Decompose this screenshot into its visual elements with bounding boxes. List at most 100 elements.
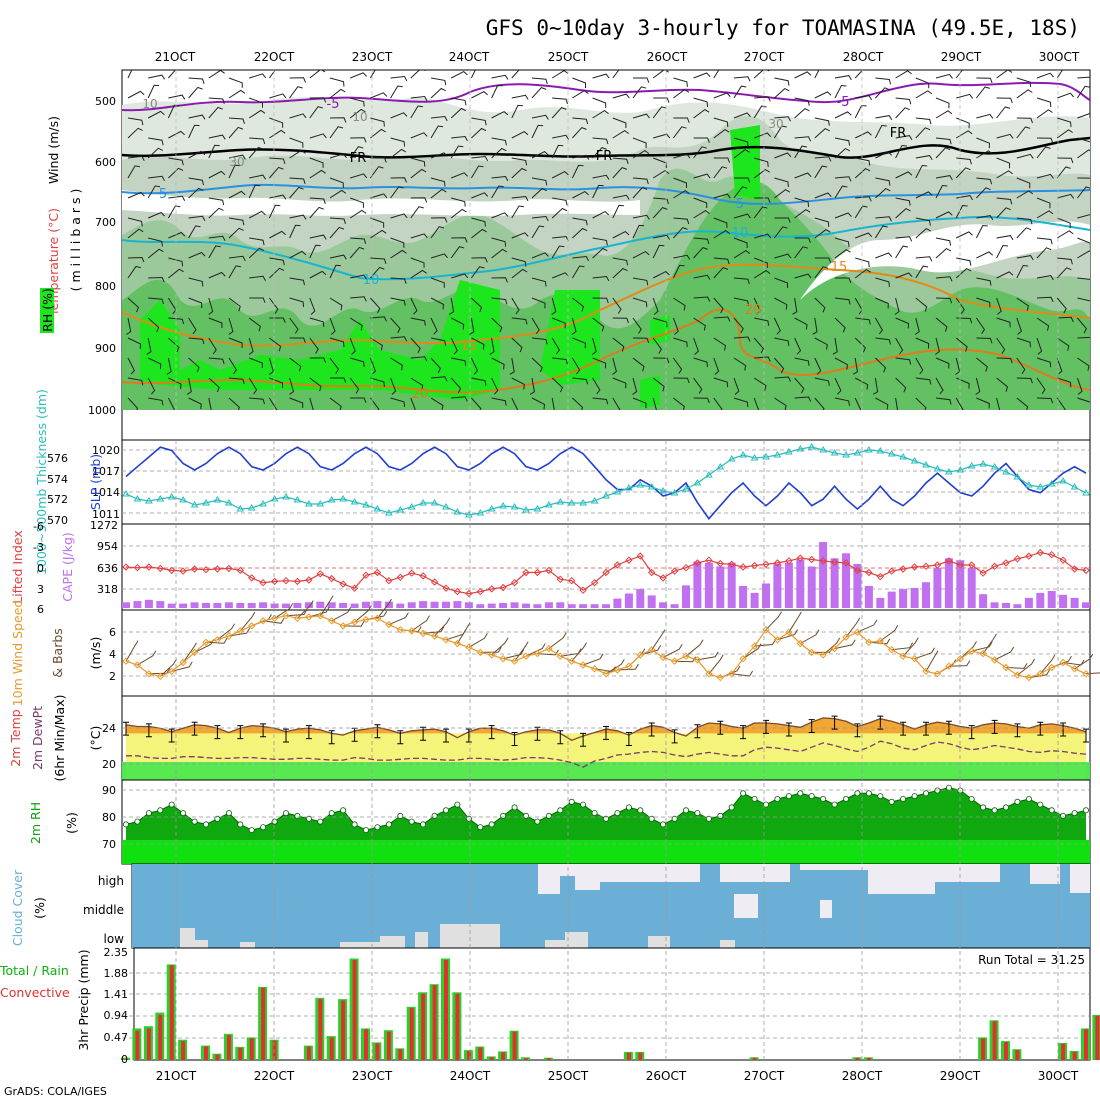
cape-bar [430, 601, 439, 608]
tick-label: 0 [121, 1053, 128, 1066]
thickness-marker [385, 509, 393, 516]
wind-barb [531, 215, 549, 222]
wind-speed-marker [796, 639, 805, 648]
thickness-marker [545, 501, 553, 508]
wind-barb [531, 150, 549, 159]
wind-barb [390, 317, 401, 334]
precip-axis-label: 3hr Precip (mm) [76, 949, 91, 1050]
thickness-marker [807, 443, 816, 450]
wind-barb [894, 297, 900, 315]
wind-barb [349, 246, 365, 259]
wind-barb [814, 91, 832, 99]
wind-barb [390, 249, 407, 259]
minmax-bar [237, 725, 244, 740]
lifted-index-marker [1082, 566, 1090, 575]
wind-barb [673, 297, 686, 311]
wind-barb [228, 89, 246, 99]
cape-bar [293, 603, 302, 608]
wind-speed-marker [327, 617, 336, 625]
wind-barb [349, 337, 356, 355]
wind-barb [491, 377, 499, 395]
rh2m-marker [214, 815, 221, 822]
wind-barb [511, 130, 529, 139]
wind-barb [370, 229, 387, 239]
wind-barb [653, 97, 670, 103]
cape-bar [122, 602, 130, 608]
wind-barb [248, 184, 261, 199]
wind-barb [1057, 257, 1073, 265]
wind-barb [370, 377, 385, 387]
wind-barb [390, 277, 407, 284]
wind-speed-marker [567, 657, 576, 665]
wind-barb [794, 208, 811, 219]
minmax-bar [397, 730, 404, 745]
wind-barb [249, 397, 265, 405]
wind-barb [370, 266, 385, 279]
minmax-bar [854, 723, 861, 738]
cape-bar [442, 601, 450, 608]
wind-barb [450, 317, 465, 330]
wind-barb [855, 317, 871, 325]
wind-barb [774, 87, 790, 99]
thickness-marker [350, 498, 359, 505]
wind-barb [430, 317, 438, 335]
wind-barb [249, 97, 263, 108]
wind-barb [1077, 357, 1090, 371]
wind-barb-10m [662, 643, 683, 658]
wind-barb [1036, 137, 1054, 144]
wind-barb [289, 86, 303, 99]
wind-barb [1077, 237, 1090, 249]
wind-barb [208, 271, 226, 279]
wind-barb [774, 376, 791, 382]
wind-barb [875, 357, 887, 373]
wind-barb [572, 227, 588, 239]
wind-barb [975, 377, 981, 395]
contour-label: 10 [732, 226, 749, 241]
wind-barb [713, 217, 728, 228]
tick-label: 2.35 [104, 946, 129, 959]
wind-barb [1076, 85, 1090, 99]
wind-speed-marker [990, 656, 999, 664]
wind-barb [228, 154, 246, 160]
lifted-index-marker [533, 568, 542, 577]
wind-speed-marker [613, 666, 622, 674]
cloud-unit-label: (%) [32, 897, 47, 919]
rh-shade-white2 [122, 190, 640, 216]
wind-barb [976, 150, 993, 159]
wind-barb [289, 337, 306, 343]
wind-barb [127, 357, 136, 375]
wind-barb [774, 152, 792, 159]
rh2m-marker [911, 793, 918, 800]
wind-barb [269, 93, 287, 99]
wind-barb [168, 195, 186, 201]
wind-barb [188, 187, 204, 199]
lifted-index-marker [259, 578, 267, 587]
wind-barb [1016, 126, 1031, 139]
minmax-bar [511, 732, 518, 746]
wind-speed-marker [1025, 673, 1033, 682]
wind-barb [208, 106, 223, 119]
cape-bar [716, 566, 725, 608]
lifted-index-marker [613, 561, 622, 569]
wind-barb [976, 357, 988, 372]
wind-barb [1056, 70, 1063, 79]
wind-barb [1077, 250, 1090, 259]
rh2m-marker [1003, 804, 1010, 811]
rh2m-marker [820, 796, 827, 803]
lifted-index-marker [945, 557, 953, 565]
wind-barb [673, 126, 687, 139]
wind-barb [612, 204, 624, 219]
wind-barb [1076, 377, 1083, 395]
tick-label: 636 [97, 562, 118, 575]
wind-barb-10m [434, 617, 451, 637]
rh2m-marker [740, 790, 747, 797]
thickness-marker [590, 497, 599, 504]
wind-barb [653, 197, 669, 205]
rh2m-marker [968, 796, 975, 803]
wind-barb [1036, 210, 1054, 219]
wind-barb [188, 86, 203, 99]
wind-barb [208, 70, 225, 79]
wind-barb [350, 72, 367, 79]
wind-speed-marker [522, 652, 530, 660]
wind-barb [875, 337, 891, 345]
